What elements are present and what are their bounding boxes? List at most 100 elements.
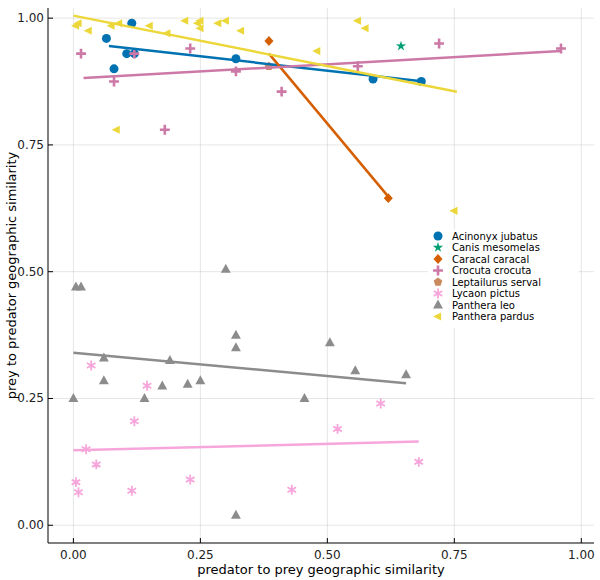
- legend-marker: [434, 232, 443, 241]
- tick-label: 1.00: [568, 548, 595, 562]
- point: [185, 44, 195, 54]
- grid-line: [48, 525, 594, 526]
- legend-marker: [434, 289, 443, 299]
- tick: [48, 525, 53, 526]
- legend-label: Panthera pardus: [452, 311, 534, 322]
- legend-label: Lycaon pictus: [452, 288, 520, 299]
- y-axis: [48, 8, 49, 543]
- grid-line: [581, 8, 582, 543]
- point: [99, 375, 109, 384]
- tick: [48, 144, 53, 145]
- point: [186, 475, 195, 485]
- grid-line: [48, 18, 594, 19]
- point: [449, 207, 457, 215]
- point: [130, 416, 139, 426]
- legend-marker: [434, 254, 443, 264]
- point: [68, 393, 78, 402]
- point: [288, 485, 297, 495]
- point: [401, 369, 411, 378]
- tick-label: 1.00: [17, 11, 44, 25]
- point: [87, 361, 96, 371]
- chart: 0.00 0.25 0.50 0.75 1.00 0.00 0.25 0.50 0.75 1.00…: [0, 0, 600, 580]
- grid-line: [48, 144, 594, 145]
- tick-label: 0.25: [17, 391, 44, 405]
- point: [350, 365, 360, 374]
- point: [74, 487, 83, 497]
- x-label: predator to prey geographic similarity: [197, 562, 445, 577]
- tick: [327, 538, 328, 543]
- point: [264, 36, 273, 46]
- point: [221, 17, 229, 25]
- tick: [48, 271, 53, 272]
- point: [180, 17, 188, 25]
- point: [277, 87, 287, 97]
- tick: [73, 538, 74, 543]
- point: [102, 34, 111, 43]
- trend-line: [73, 442, 418, 451]
- legend-label: Caracal caracal: [452, 254, 529, 265]
- legend-label: Canis mesomelas: [452, 242, 540, 253]
- legend-label: Panthera leo: [452, 300, 515, 311]
- point: [110, 64, 119, 73]
- grid-line: [200, 8, 201, 543]
- legend-marker: [433, 242, 443, 252]
- grid-line: [48, 398, 594, 399]
- legend-bg: [428, 230, 578, 328]
- point: [157, 380, 167, 389]
- tick-label: 0.00: [60, 548, 87, 562]
- point: [231, 342, 241, 351]
- point: [325, 337, 335, 346]
- point: [312, 47, 320, 55]
- point: [145, 22, 153, 30]
- tick-label: 0.00: [17, 518, 44, 532]
- point: [195, 17, 203, 25]
- tick-label: 0.50: [17, 265, 44, 279]
- point: [76, 282, 86, 291]
- grid-line: [327, 8, 328, 543]
- point: [92, 459, 101, 469]
- point: [221, 264, 231, 273]
- point: [112, 126, 120, 134]
- point: [195, 375, 205, 384]
- y-label: prey to predator geographic similarity: [4, 151, 19, 399]
- point: [160, 125, 170, 135]
- tick-label: 0.50: [314, 548, 341, 562]
- point: [74, 19, 82, 27]
- trend-line: [73, 353, 406, 383]
- point: [76, 49, 86, 59]
- legend-label: Acinonyx jubatus: [452, 231, 538, 242]
- legend-marker: [433, 312, 441, 320]
- point: [353, 17, 361, 25]
- grid-line: [73, 8, 74, 543]
- point: [183, 379, 193, 388]
- point: [333, 424, 342, 434]
- legend-marker: [433, 266, 443, 276]
- point: [195, 24, 203, 32]
- point: [231, 510, 241, 519]
- tick: [200, 538, 201, 543]
- point: [414, 457, 423, 467]
- tick-label: 0.25: [187, 548, 214, 562]
- legend-marker: [433, 300, 443, 309]
- trend-line: [73, 16, 456, 92]
- point: [72, 477, 81, 487]
- point: [360, 24, 368, 32]
- tick: [48, 18, 53, 19]
- point: [213, 19, 221, 27]
- point: [300, 393, 310, 402]
- point: [140, 393, 150, 402]
- point: [231, 66, 241, 76]
- point: [231, 330, 241, 339]
- tick-label: 0.75: [441, 548, 468, 562]
- x-axis: [48, 543, 594, 544]
- point: [236, 27, 244, 35]
- tick: [48, 398, 53, 399]
- point: [376, 399, 385, 409]
- point: [396, 41, 406, 51]
- legend-label: Crocuta crocuta: [452, 265, 531, 276]
- point: [84, 27, 92, 35]
- point: [434, 39, 444, 49]
- tick-label: 0.75: [17, 138, 44, 152]
- tick: [581, 538, 582, 543]
- legend-label: Leptailurus serval: [452, 277, 541, 288]
